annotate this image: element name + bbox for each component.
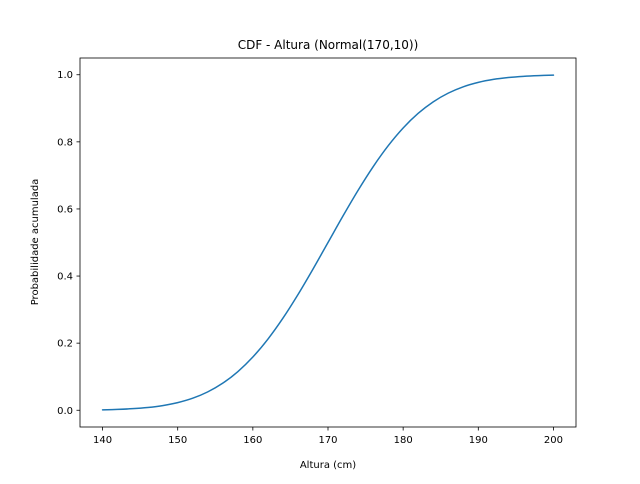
y-tick-label: 1.0	[57, 70, 73, 81]
y-tick-label: 0.4	[57, 272, 73, 283]
series-layer	[101, 74, 555, 411]
y-tick-label: 0.6	[57, 204, 73, 215]
x-tick-label: 190	[469, 435, 488, 446]
y-tick-label: 0.0	[57, 406, 73, 417]
x-tick-label: 170	[318, 435, 337, 446]
x-tick-label: 140	[93, 435, 112, 446]
y-axis-label: Probabilidade acumulada	[30, 179, 41, 306]
x-tick-label: 200	[544, 435, 563, 446]
chart-title: CDF - Altura (Normal(170,10))	[238, 38, 419, 52]
plot-area-frame	[79, 57, 577, 428]
x-tick-label: 180	[394, 435, 413, 446]
cdf-series-line	[101, 74, 555, 411]
y-tick-label: 0.2	[57, 339, 73, 350]
y-tick-label: 0.8	[57, 137, 73, 148]
x-axis-label: Altura (cm)	[300, 460, 356, 471]
ticks-layer: 140 150 160 170 180 190 200 0.0 0.2 0.4 0.6 0.8 1.0	[57, 70, 563, 446]
x-tick-label: 150	[168, 435, 187, 446]
x-tick-label: 160	[243, 435, 262, 446]
